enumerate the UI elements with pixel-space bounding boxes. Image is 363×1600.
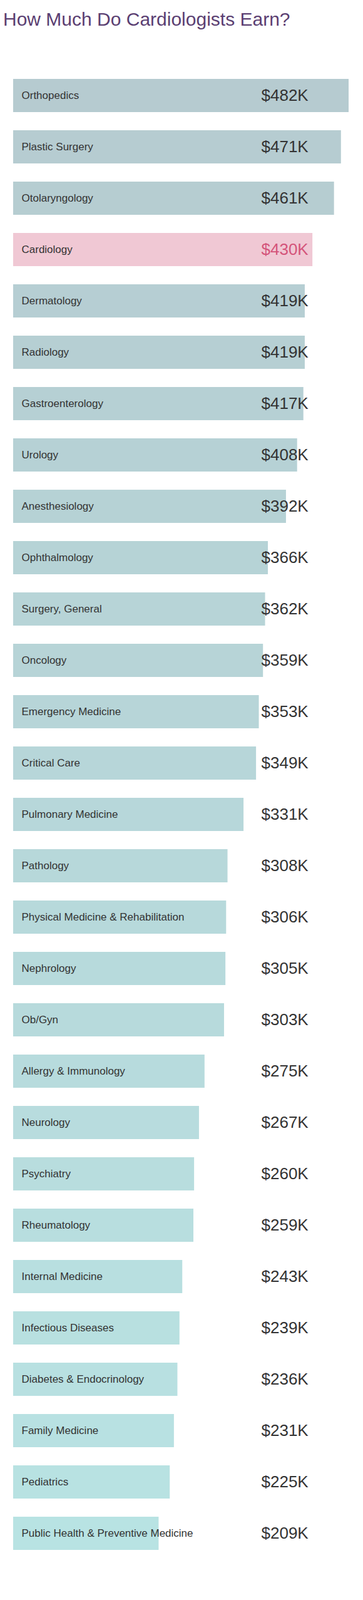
svg-text:Allergy & Immunology: Allergy & Immunology	[21, 1064, 126, 1077]
svg-text:Neurology: Neurology	[21, 1115, 71, 1128]
svg-text:$362K: $362K	[261, 598, 310, 618]
svg-text:Anesthesiology: Anesthesiology	[21, 500, 95, 512]
svg-text:Surgery, General: Surgery, General	[21, 602, 103, 615]
svg-text:$308K: $308K	[261, 855, 310, 875]
svg-text:Internal Medicine: Internal Medicine	[21, 1269, 103, 1282]
svg-text:$471K: $471K	[261, 137, 310, 156]
svg-text:$417K: $417K	[261, 393, 310, 413]
svg-text:Oncology: Oncology	[21, 654, 67, 666]
svg-text:Nephrology: Nephrology	[21, 961, 77, 974]
html-text:How Much Do Cardiologists Earn: How Much Do Cardiologists Earn?	[3, 8, 291, 30]
svg-text:Rheumatology: Rheumatology	[21, 1218, 91, 1231]
svg-text:Physical Medicine & Rehabilita: Physical Medicine & Rehabilitation	[21, 910, 185, 923]
svg-text:Pathology: Pathology	[21, 859, 70, 872]
svg-text:$482K: $482K	[261, 85, 310, 105]
svg-text:Pediatrics: Pediatrics	[21, 1475, 69, 1488]
svg-text:Dermatology: Dermatology	[21, 294, 83, 307]
svg-text:Diabetes & Endocrinology: Diabetes & Endocrinology	[21, 1372, 145, 1385]
svg-text:$243K: $243K	[261, 1266, 310, 1285]
svg-text:Public Health & Preventive Med: Public Health & Preventive Medicine	[21, 1526, 194, 1539]
svg-text:$359K: $359K	[261, 650, 310, 670]
svg-text:$267K: $267K	[261, 1112, 310, 1131]
svg-text:Family Medicine: Family Medicine	[21, 1423, 99, 1436]
svg-text:$349K: $349K	[261, 752, 310, 772]
svg-text:Radiology: Radiology	[21, 346, 70, 358]
svg-text:Critical Care: Critical Care	[21, 756, 81, 769]
svg-text:$366K: $366K	[261, 547, 310, 567]
svg-text:$236K: $236K	[261, 1368, 310, 1388]
svg-text:Orthopedics: Orthopedics	[21, 89, 80, 102]
svg-text:Infectious Diseases: Infectious Diseases	[21, 1321, 114, 1334]
svg-text:$408K: $408K	[261, 444, 310, 464]
svg-text:$259K: $259K	[261, 1214, 310, 1234]
svg-text:$430K: $430K	[261, 239, 310, 259]
svg-text:$306K: $306K	[261, 906, 310, 926]
svg-text:$275K: $275K	[261, 1060, 310, 1080]
svg-text:$392K: $392K	[261, 496, 310, 516]
svg-text:$461K: $461K	[261, 188, 310, 208]
svg-text:$331K: $331K	[261, 804, 310, 824]
svg-text:Plastic Surgery: Plastic Surgery	[21, 140, 94, 153]
svg-text:$353K: $353K	[261, 701, 310, 721]
svg-text:Cardiology: Cardiology	[21, 243, 74, 256]
svg-text:Otolaryngology: Otolaryngology	[21, 192, 94, 205]
svg-text:Ob/Gyn: Ob/Gyn	[21, 1013, 59, 1026]
svg-text:Gastroenterology: Gastroenterology	[21, 397, 104, 410]
svg-text:Pulmonary Medicine: Pulmonary Medicine	[21, 807, 119, 820]
svg-text:$303K: $303K	[261, 1009, 310, 1029]
svg-text:$231K: $231K	[261, 1420, 310, 1439]
svg-text:Emergency Medicine: Emergency Medicine	[21, 705, 122, 718]
svg-text:$225K: $225K	[261, 1471, 310, 1491]
svg-text:$419K: $419K	[261, 291, 310, 310]
svg-text:Urology: Urology	[21, 448, 59, 461]
svg-text:Ophthalmology: Ophthalmology	[21, 551, 94, 564]
svg-text:$419K: $419K	[261, 342, 310, 362]
svg-text:$239K: $239K	[261, 1317, 310, 1337]
svg-text:Psychiatry: Psychiatry	[21, 1167, 72, 1180]
svg-text:$209K: $209K	[261, 1522, 310, 1542]
svg-text:$305K: $305K	[261, 958, 310, 977]
svg-text:$260K: $260K	[261, 1163, 310, 1183]
